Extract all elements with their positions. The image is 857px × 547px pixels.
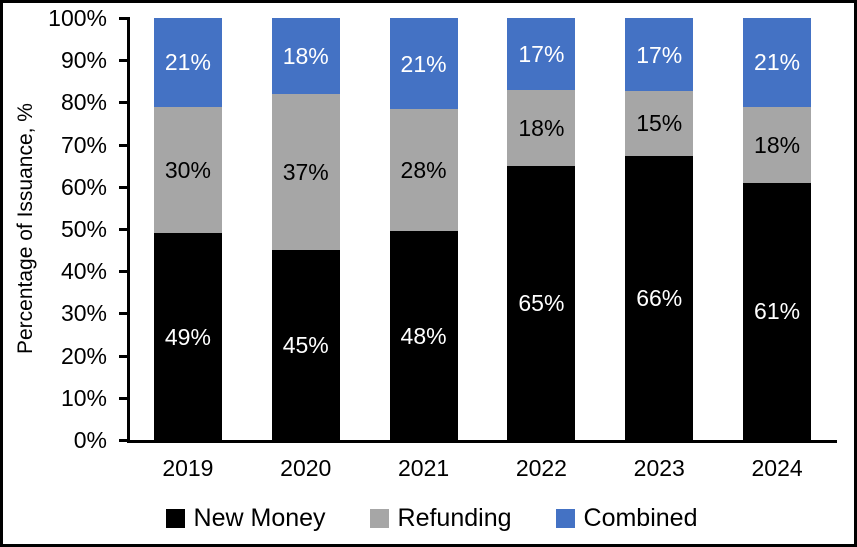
bar-segment-new-money-2023: 66%: [625, 155, 694, 440]
bar-data-label: 18%: [754, 131, 801, 158]
bar-data-label: 15%: [636, 110, 683, 137]
legend: New Money Refunding Combined: [3, 500, 854, 536]
bar-data-label: 66%: [636, 284, 683, 311]
y-tick-mark: [119, 228, 128, 231]
bar-data-label: 17%: [636, 41, 683, 68]
legend-swatch-icon: [165, 508, 185, 528]
y-axis-line: [127, 17, 130, 442]
bar-data-label: 61%: [754, 298, 801, 325]
legend-label: New Money: [193, 503, 326, 532]
legend-swatch-icon: [369, 508, 389, 528]
x-category-label: 2024: [751, 455, 803, 481]
bar-segment-new-money-2024: 61%: [743, 182, 812, 440]
y-tick-mark: [119, 59, 128, 63]
bar-segment-refunding-2024: 18%: [743, 106, 812, 183]
y-tick-mark: [119, 17, 128, 20]
x-axis-line: [127, 440, 837, 443]
y-tick-mark: [119, 270, 128, 274]
bar-segment-combined-2023: 17%: [625, 18, 694, 92]
bar-segment-refunding-2021: 28%: [389, 109, 458, 232]
y-tick-label: 0%: [73, 427, 107, 453]
y-tick-label: 60%: [60, 173, 107, 200]
bar-segment-combined-2024: 21%: [743, 18, 812, 107]
bar-segment-combined-2020: 18%: [271, 18, 340, 94]
legend-item-new-money: New Money: [165, 503, 326, 533]
y-tick-mark: [119, 354, 128, 358]
bar-data-label: 65%: [518, 289, 565, 316]
x-category-label: 2023: [633, 455, 685, 481]
bar-segment-new-money-2021: 48%: [389, 231, 458, 440]
y-tick-label: 20%: [60, 342, 107, 369]
bar-segment-combined-2021: 21%: [389, 18, 458, 110]
y-tick-label: 80%: [60, 89, 107, 116]
bar-data-label: 21%: [400, 50, 447, 77]
bar-segment-new-money-2022: 65%: [507, 165, 576, 440]
y-tick-label: 90%: [60, 47, 107, 74]
bar-segment-refunding-2022: 18%: [507, 89, 576, 166]
x-category-label: 2022: [515, 455, 567, 481]
bar-data-label: 17%: [518, 40, 565, 67]
legend-item-combined: Combined: [555, 503, 698, 533]
y-tick-label: 40%: [60, 258, 107, 285]
bar-data-label: 18%: [282, 42, 329, 69]
x-category-label: 2020: [280, 455, 332, 481]
y-tick-mark: [119, 396, 128, 400]
y-tick-label: 10%: [60, 384, 107, 411]
y-tick-label: 30%: [60, 300, 107, 327]
bar-data-label: 30%: [164, 156, 211, 183]
bar-data-label: 28%: [400, 157, 447, 184]
bar-data-label: 21%: [164, 49, 211, 76]
y-tick-mark: [119, 185, 128, 189]
legend-label: Combined: [583, 503, 698, 532]
bar-segment-refunding-2019: 30%: [153, 106, 222, 234]
x-category-label: 2019: [162, 455, 214, 481]
bar-data-label: 45%: [282, 332, 329, 359]
bar-data-label: 48%: [400, 322, 447, 349]
bar-segment-refunding-2020: 37%: [271, 93, 340, 251]
x-category-label: 2021: [397, 455, 450, 481]
y-tick-label: 50%: [60, 216, 107, 242]
bar-segment-combined-2019: 21%: [153, 18, 222, 107]
y-tick-label: 70%: [60, 131, 107, 158]
bar-data-label: 37%: [282, 159, 329, 186]
y-tick-mark: [119, 143, 128, 147]
legend-item-refunding: Refunding: [369, 503, 512, 533]
y-tick-mark: [119, 312, 128, 316]
bar-segment-refunding-2023: 15%: [625, 91, 694, 156]
y-tick-label: 100%: [48, 5, 107, 31]
y-tick-mark: [119, 101, 128, 105]
bar-segment-combined-2022: 17%: [507, 18, 576, 90]
bar-data-label: 18%: [518, 114, 565, 141]
bar-segment-new-money-2020: 45%: [271, 250, 340, 440]
legend-swatch-icon: [555, 508, 575, 528]
y-tick-mark: [119, 439, 128, 442]
bar-data-label: 21%: [754, 49, 801, 76]
bar-data-label: 49%: [164, 323, 211, 350]
legend-label: Refunding: [397, 503, 512, 532]
bar-segment-new-money-2019: 49%: [153, 233, 222, 440]
